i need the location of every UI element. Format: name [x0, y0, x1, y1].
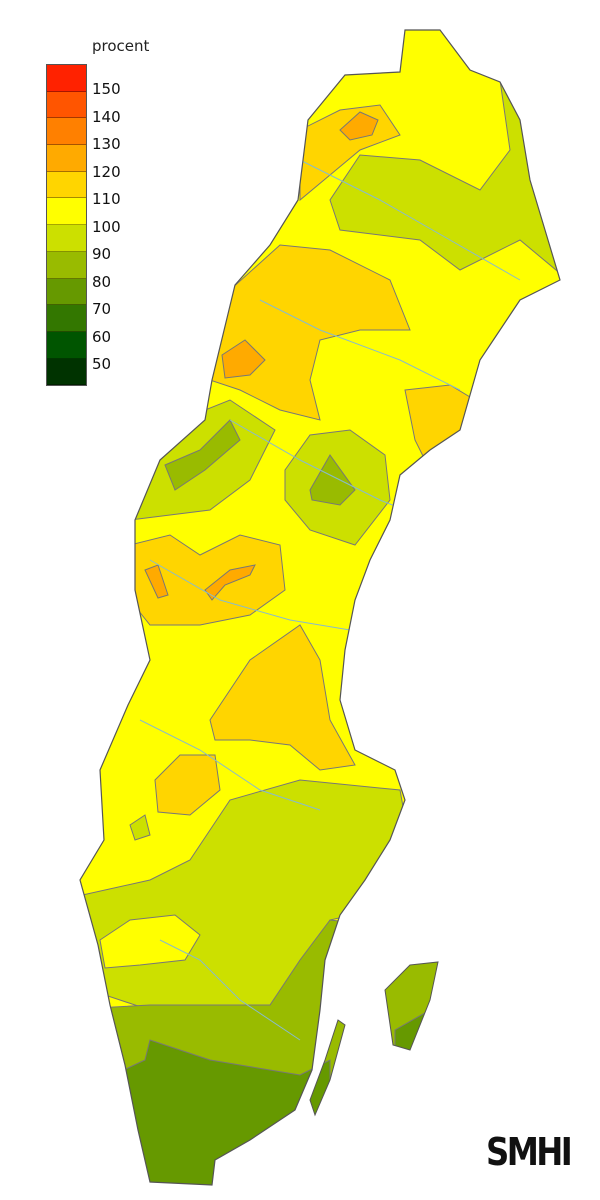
zone-110-120-mountains: [209, 244, 411, 421]
zone-100-110-southwest: [99, 914, 201, 969]
legend-bin: [47, 251, 86, 279]
legend-label: 60: [92, 327, 112, 346]
color-legend: [46, 64, 87, 387]
rivers: [139, 159, 521, 1041]
zone-120-130-mountains: [221, 339, 266, 379]
oland-outline: [309, 1019, 346, 1117]
legend-label: 80: [92, 272, 112, 291]
zone-110-120-west: [129, 534, 286, 626]
legend-bin: [47, 278, 86, 306]
legend-label: 50: [92, 355, 112, 373]
zone-110-120-small: [154, 754, 221, 816]
legend-bin: [47, 145, 86, 172]
legend-label: 130: [92, 135, 121, 153]
legend-label: 140: [92, 107, 121, 126]
zone-80-90-central: [309, 454, 356, 506]
zone-90-100-small: [129, 814, 151, 841]
legend-label: 120: [92, 162, 121, 181]
legend-bin: [47, 65, 86, 92]
zone-110-120-south-central: [209, 624, 356, 771]
legend-label: 90: [92, 245, 112, 263]
legend-bin: [47, 198, 86, 226]
legend-bin: [47, 225, 86, 252]
zone-80-90-west: [164, 419, 241, 491]
legend-bin: [47, 118, 86, 146]
legend-label: 150: [92, 80, 121, 98]
legend-bin: [47, 91, 86, 119]
zone-120-130-north: [339, 111, 379, 141]
legend-bin: [47, 331, 86, 359]
legend-title: procent: [92, 37, 150, 55]
legend-label: 110: [92, 190, 121, 208]
zone-120-130-west: [144, 564, 256, 601]
legend-label: 100: [92, 217, 121, 236]
legend-bin: [47, 171, 86, 199]
legend-bin: [47, 305, 86, 332]
legend-label: 70: [92, 300, 112, 318]
legend-bin: [47, 358, 86, 386]
gotland-outline: [384, 961, 439, 1051]
smhi-logo: SMHI: [486, 1130, 573, 1174]
